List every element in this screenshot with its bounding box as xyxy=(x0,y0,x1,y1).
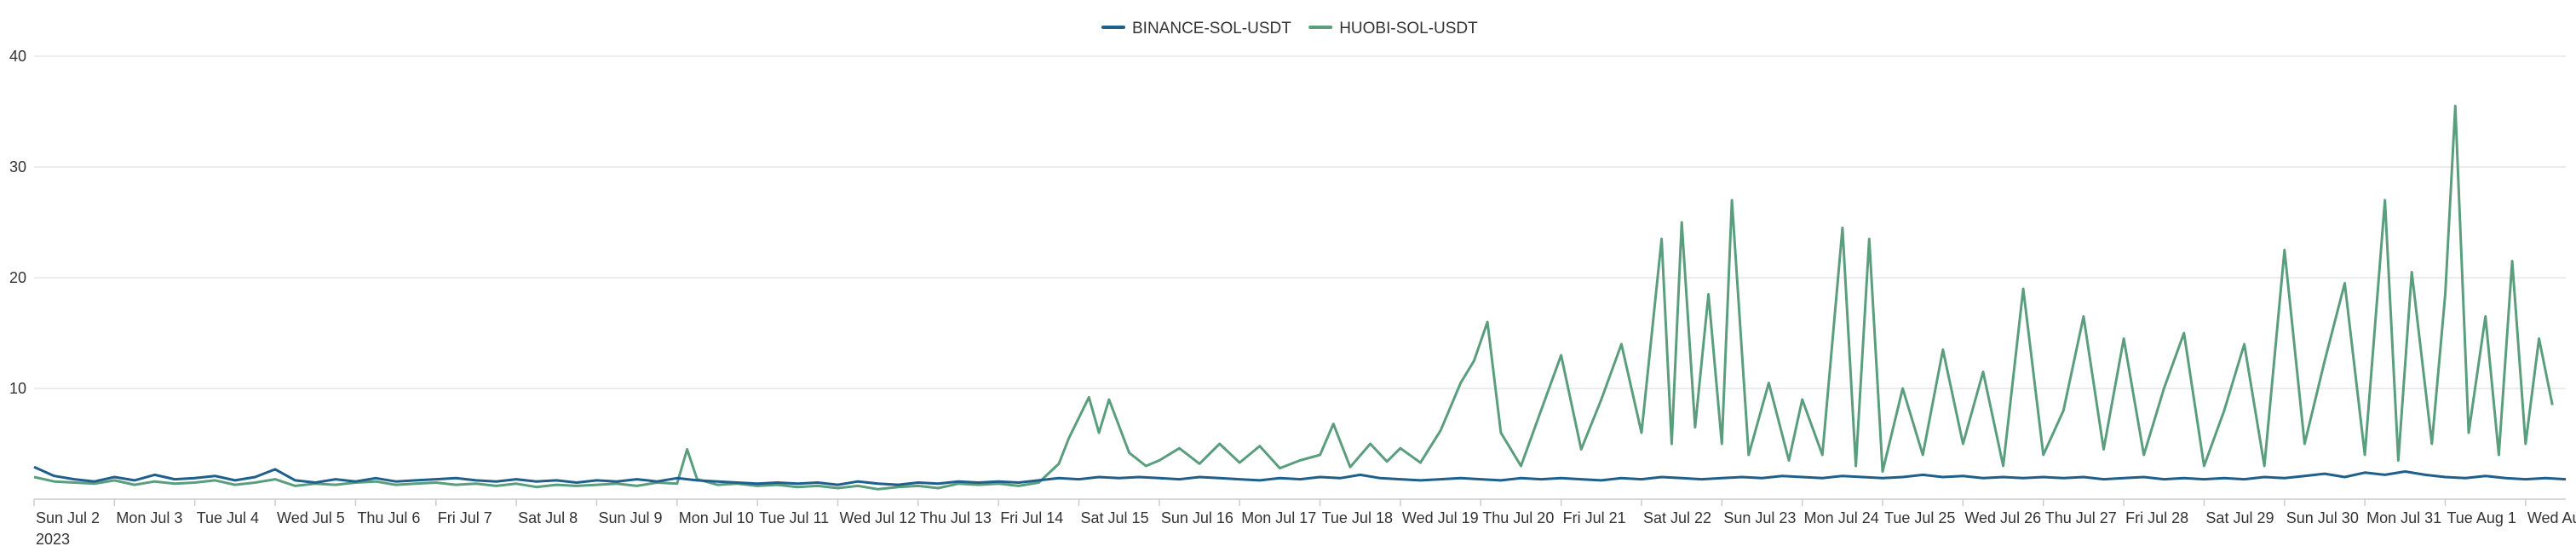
x-tick-label: Fri Jul 7 xyxy=(438,509,492,526)
x-tick-label: Fri Jul 21 xyxy=(1563,509,1626,526)
x-tick-label: Wed Jul 26 xyxy=(1964,509,2041,526)
x-tick-label: Tue Jul 4 xyxy=(197,509,259,526)
x-tick-label: Sun Jul 2 xyxy=(36,509,100,526)
grid xyxy=(34,55,2566,389)
x-tick-label: Sun Jul 30 xyxy=(2286,509,2359,526)
x-tick-label: Thu Jul 6 xyxy=(357,509,420,526)
series-line-huobi-sol-usdt xyxy=(33,105,2554,491)
y-tick-label: 30 xyxy=(9,158,26,175)
series-lines xyxy=(33,105,2567,491)
x-tick-label: Thu Jul 27 xyxy=(2045,509,2117,526)
x-tick-label: Mon Jul 31 xyxy=(2366,509,2441,526)
x-tick-label: Mon Jul 17 xyxy=(1241,509,1316,526)
legend: BINANCE-SOL-USDT HUOBI-SOL-USDT xyxy=(1101,20,1478,37)
x-tick-label: Fri Jul 28 xyxy=(2125,509,2188,526)
x-tick-label: Wed Jul 12 xyxy=(839,509,916,526)
x-tick-label: Fri Jul 14 xyxy=(1000,509,1063,526)
x-tick-label: Mon Jul 10 xyxy=(679,509,754,526)
x-tick-label: Sun Jul 23 xyxy=(1723,509,1796,526)
x-tick-label: Thu Jul 13 xyxy=(920,509,992,526)
x-axis: Sun Jul 2 Mon Jul 3 Tue Jul 4 Wed Jul 5 Thu … xyxy=(33,498,2576,548)
x-tick-label: Mon Jul 3 xyxy=(116,509,182,526)
x-tick-label: Wed Aug 2 xyxy=(2527,509,2576,526)
x-tick-label: Tue Aug 1 xyxy=(2447,509,2516,526)
y-tick-label: 40 xyxy=(9,48,26,65)
x-tick-label: Mon Jul 24 xyxy=(1804,509,1879,526)
y-tick-label: 10 xyxy=(9,380,26,397)
x-tick-label: Sat Jul 8 xyxy=(518,509,578,526)
series-line-binance-sol-usdt xyxy=(33,465,2567,486)
y-axis: 10 20 30 40 xyxy=(9,48,26,397)
x-tick-label: Wed Jul 19 xyxy=(1402,509,1479,526)
x-tick-label: Sat Jul 22 xyxy=(1643,509,1711,526)
x-tick-label: Sun Jul 9 xyxy=(598,509,662,526)
x-tick-label: Sat Jul 15 xyxy=(1081,509,1149,526)
x-tick-label: Wed Jul 5 xyxy=(277,509,345,526)
x-tick-label: Sat Jul 29 xyxy=(2205,509,2274,526)
y-tick-label: 20 xyxy=(9,269,26,286)
x-year-label: 2023 xyxy=(36,531,70,548)
x-tick-label: Tue Jul 25 xyxy=(1884,509,1955,526)
x-tick-label: Tue Jul 11 xyxy=(759,509,829,526)
legend-label-huobi-sol-usdt[interactable]: HUOBI-SOL-USDT xyxy=(1339,20,1478,37)
x-tick-label: Thu Jul 20 xyxy=(1482,509,1554,526)
x-tick-label: Tue Jul 18 xyxy=(1322,509,1393,526)
x-tick-label: Sun Jul 16 xyxy=(1161,509,1233,526)
legend-label-binance-sol-usdt[interactable]: BINANCE-SOL-USDT xyxy=(1132,20,1291,37)
